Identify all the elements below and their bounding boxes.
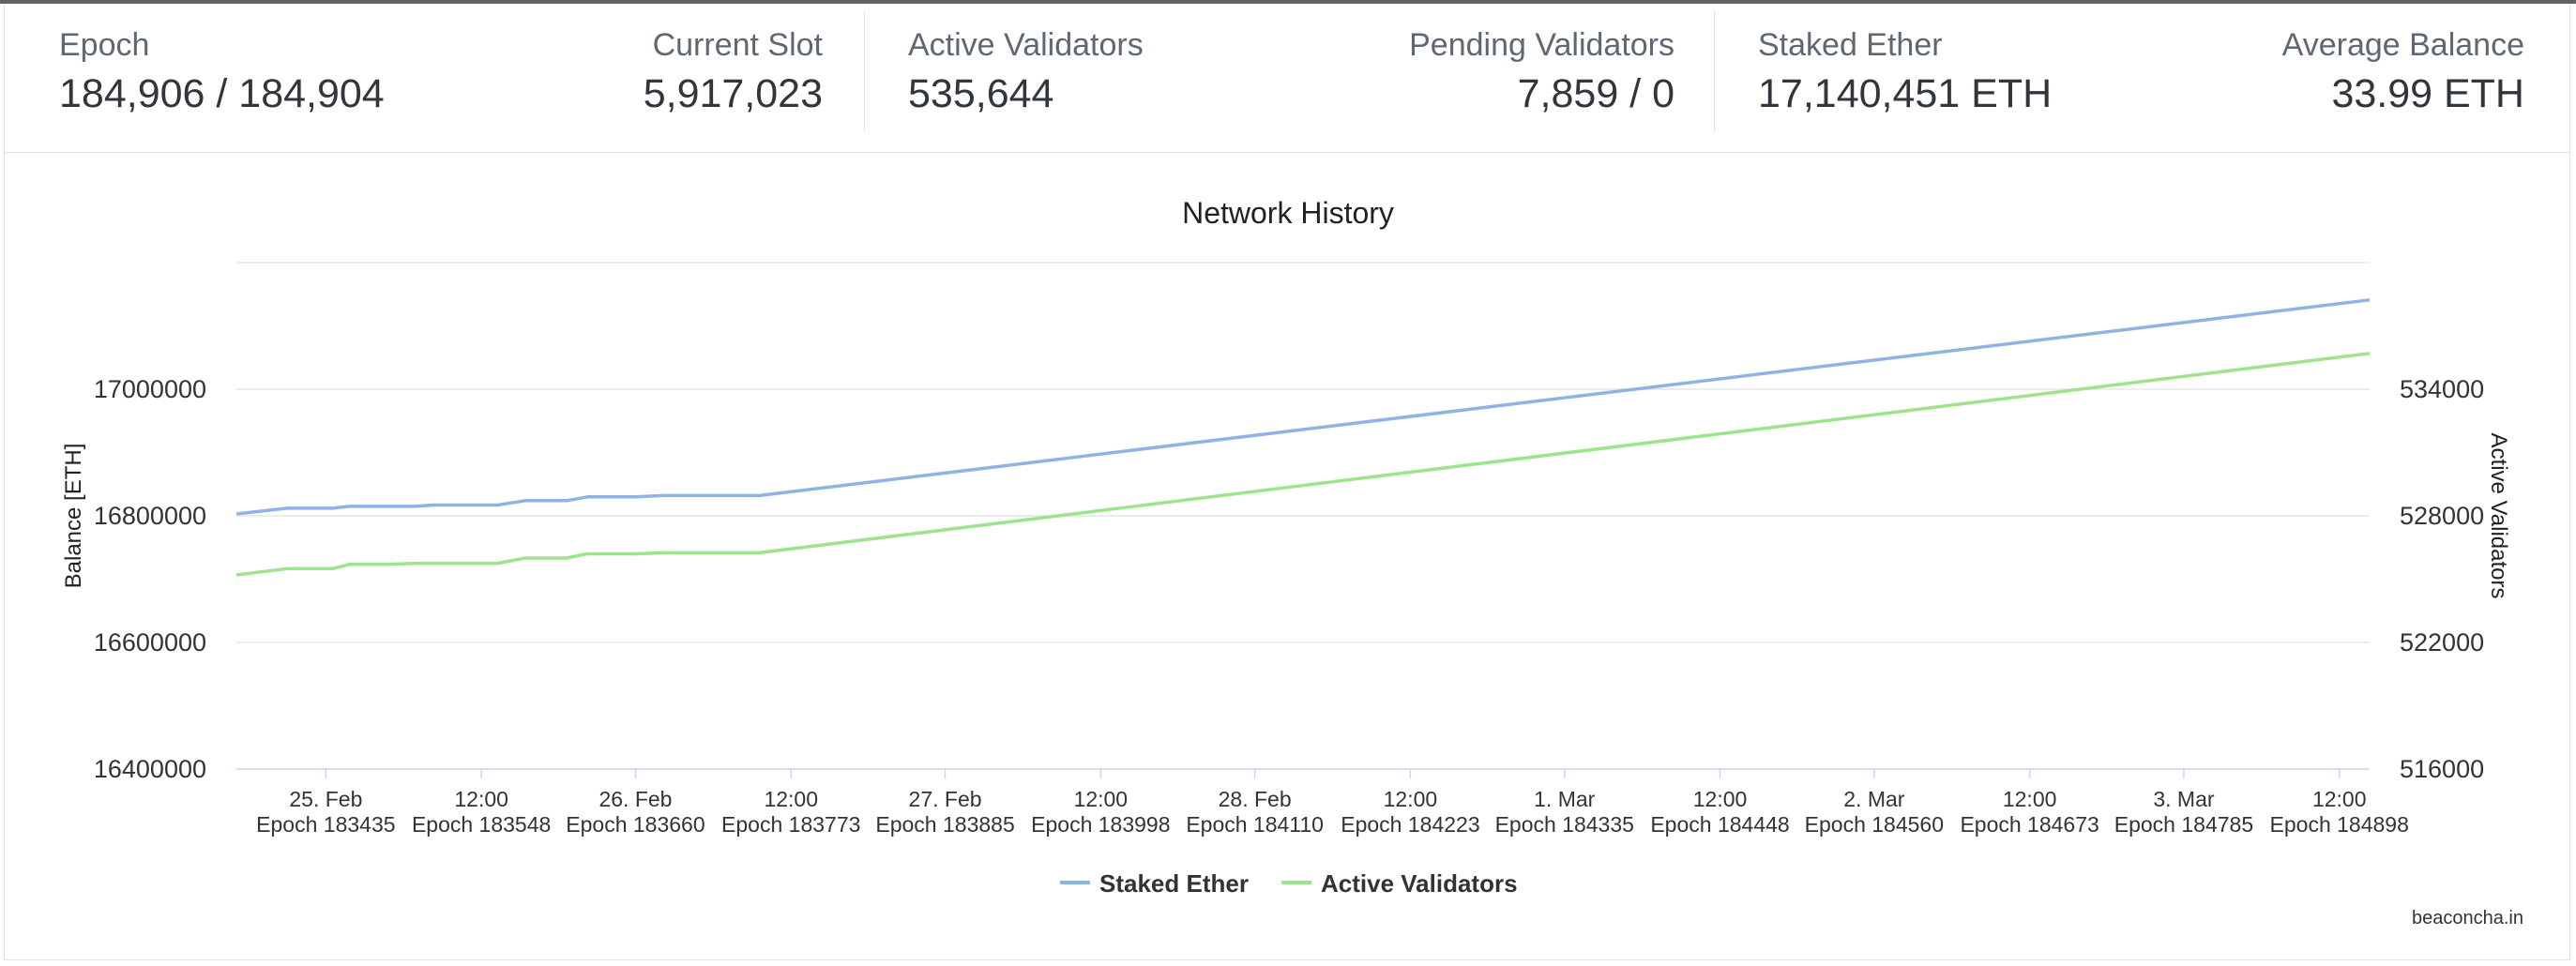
series-line-staked-ether <box>235 298 2371 516</box>
stat-active-validators: Active Validators 535,644 <box>908 26 1144 118</box>
series-lines <box>235 298 2371 577</box>
chart-title: Network History <box>1182 196 1394 230</box>
stat-value: 184,906 / 184,904 <box>59 70 385 116</box>
x-tick-epoch-label: Epoch 184673 <box>1960 812 2099 837</box>
y2-axis-label: Active Validators <box>2486 433 2511 599</box>
x-tick-epoch-label: Epoch 183885 <box>875 812 1014 837</box>
top-accent-line <box>0 0 2576 4</box>
legend-item-staked-ether[interactable]: Staked Ether <box>1099 869 1249 898</box>
x-tick-label: 1. Mar <box>1534 787 1596 811</box>
stat-value: 535,644 <box>908 70 1054 116</box>
series-line-active-validators <box>235 352 2371 577</box>
stat-epoch: Epoch 184,906 / 184,904 <box>59 26 385 118</box>
stat-value: 7,859 / 0 <box>1517 70 1674 116</box>
stat-divider <box>1714 11 1715 131</box>
x-tick-label: 12:00 <box>1384 787 1438 811</box>
x-tick-label: 12:00 <box>764 787 818 811</box>
stat-value: 17,140,451 ETH <box>1758 70 2053 116</box>
right-y-axis: 516000 522000 528000 534000 <box>2400 375 2484 783</box>
x-tick-label: 26. Feb <box>599 787 672 811</box>
x-tick-label: 12:00 <box>1693 787 1748 811</box>
x-tick-epoch-label: Epoch 184560 <box>1805 812 1944 837</box>
x-tick-epoch-label: Epoch 183998 <box>1031 812 1170 837</box>
y2-tick-label: 522000 <box>2400 628 2484 657</box>
x-tick-label: 12:00 <box>2312 787 2367 811</box>
x-tick-epoch-label: Epoch 184335 <box>1495 812 1634 837</box>
x-tick-label: 2. Mar <box>1843 787 1905 811</box>
stat-label: Staked Ether <box>1758 27 1943 63</box>
stat-label: Pending Validators <box>1409 27 1674 63</box>
stat-average-balance: Average Balance 33.99 ETH <box>2282 26 2524 118</box>
stat-value: 33.99 ETH <box>2331 70 2524 116</box>
x-tick-label: 12:00 <box>1074 787 1129 811</box>
y2-tick-label: 528000 <box>2400 502 2484 530</box>
x-tick-epoch-label: Epoch 184448 <box>1650 812 1789 837</box>
x-tick-epoch-label: Epoch 183435 <box>256 812 395 837</box>
x-tick-epoch-label: Epoch 184785 <box>2114 812 2253 837</box>
stat-pending-validators: Pending Validators 7,859 / 0 <box>1409 26 1674 118</box>
x-tick-label: 3. Mar <box>2153 787 2215 811</box>
chart-legend: Staked Ether Active Validators <box>1060 869 1518 898</box>
y-tick-label: 17000000 <box>94 375 206 403</box>
x-tick-epoch-label: Epoch 183548 <box>412 812 551 837</box>
stat-label: Active Validators <box>908 27 1144 63</box>
credits-link[interactable]: beaconcha.in <box>2412 908 2523 928</box>
stat-label: Epoch <box>59 27 150 63</box>
y-axis-label: Balance [ETH] <box>61 444 86 589</box>
stat-staked-ether: Staked Ether 17,140,451 ETH <box>1758 26 2052 118</box>
legend-item-active-validators[interactable]: Active Validators <box>1321 869 1518 898</box>
stat-label: Current Slot <box>652 27 823 63</box>
x-tick-label: 12:00 <box>2003 787 2057 811</box>
x-tick-label: 27. Feb <box>909 787 982 811</box>
x-tick-epoch-label: Epoch 184110 <box>1186 812 1324 837</box>
stat-current-slot: Current Slot 5,917,023 <box>644 26 823 118</box>
y-tick-label: 16600000 <box>94 628 206 657</box>
x-tick-label: 12:00 <box>454 787 508 811</box>
x-tick-epoch-label: Epoch 183660 <box>566 812 705 837</box>
stats-bar: Epoch 184,906 / 184,904 Current Slot 5,9… <box>5 4 2571 153</box>
y2-tick-label: 534000 <box>2400 375 2484 403</box>
x-tick-epoch-label: Epoch 184898 <box>2270 812 2409 837</box>
x-tick-label: 28. Feb <box>1219 787 1292 811</box>
gridlines <box>236 262 2370 770</box>
y-tick-label: 16400000 <box>94 755 206 783</box>
network-card: Epoch 184,906 / 184,904 Current Slot 5,9… <box>4 4 2571 960</box>
x-tick-epoch-label: Epoch 183773 <box>721 812 860 837</box>
y-tick-label: 16800000 <box>94 502 206 530</box>
left-y-axis: 16400000 16600000 16800000 17000000 <box>94 375 206 783</box>
stat-value: 5,917,023 <box>643 70 823 116</box>
stat-divider <box>864 11 865 131</box>
x-tick-epoch-label: Epoch 184223 <box>1341 812 1479 837</box>
stat-label: Average Balance <box>2281 27 2524 63</box>
y2-tick-label: 516000 <box>2400 755 2484 783</box>
x-tick-label: 25. Feb <box>289 787 362 811</box>
